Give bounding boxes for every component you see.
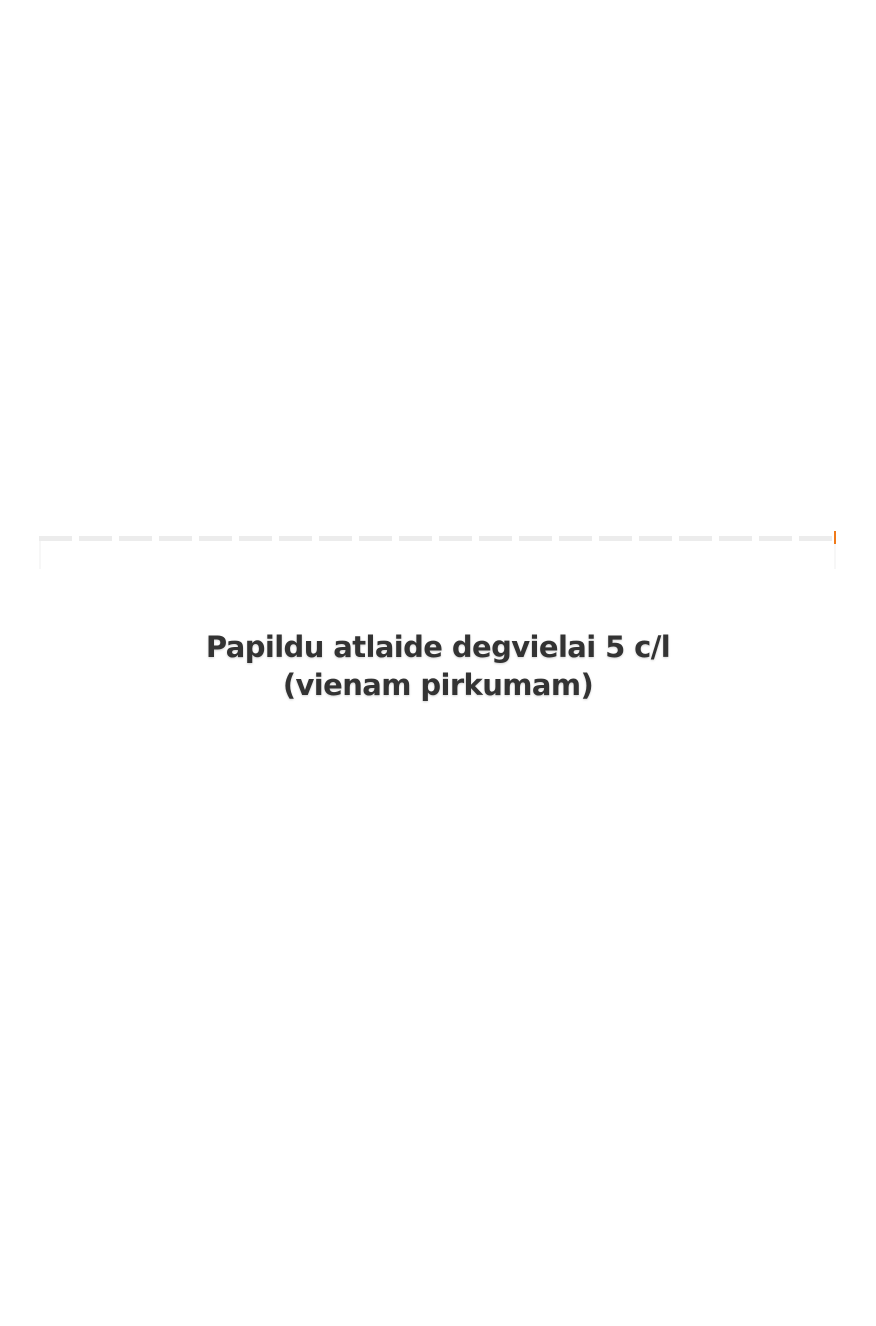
coupon-edge-right	[834, 541, 836, 569]
dashed-tear-line	[39, 536, 834, 541]
offer-title-line-1: Papildu atlaide degvielai 5 c/l	[205, 630, 671, 664]
coupon-divider	[39, 531, 836, 569]
offer-title-line-2: (vienam pirkumam)	[282, 668, 594, 702]
coupon-edge-left	[39, 541, 41, 569]
offer-title: Papildu atlaide degvielai 5 c/l (vienam …	[40, 628, 836, 704]
accent-marker	[834, 531, 836, 544]
